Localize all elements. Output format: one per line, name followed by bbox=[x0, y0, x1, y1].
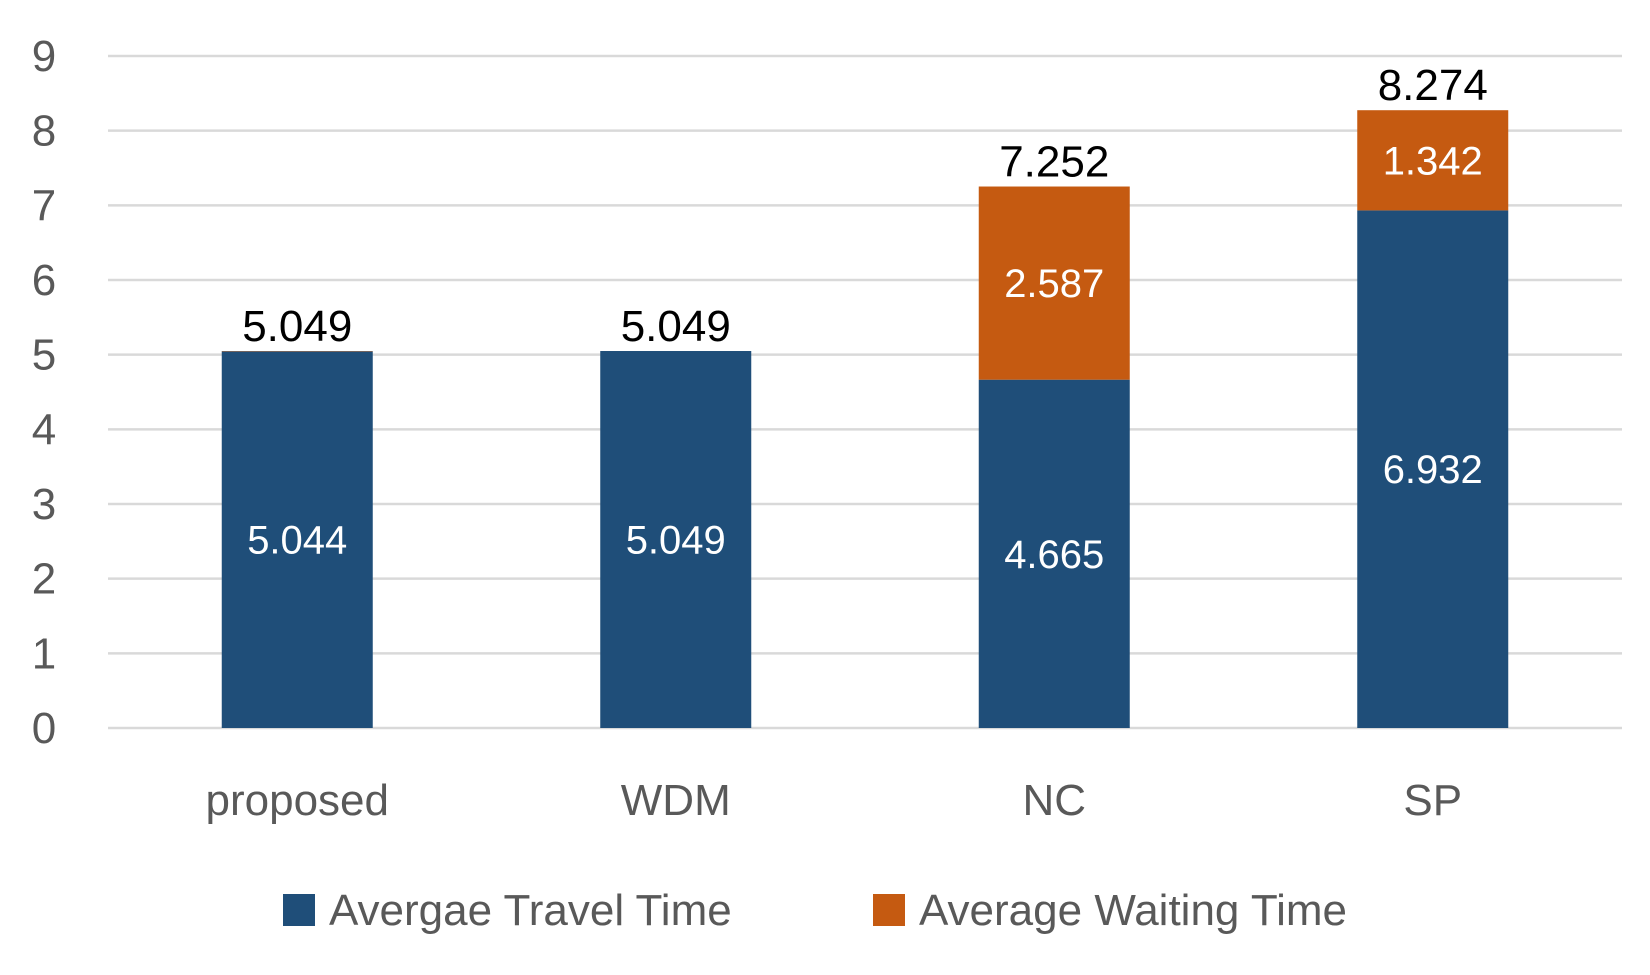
x-tick-label: SP bbox=[1403, 776, 1462, 825]
total-label: 5.049 bbox=[621, 302, 731, 351]
legend-swatch bbox=[283, 894, 315, 926]
legend-label: Avergae Travel Time bbox=[329, 886, 732, 935]
segment-label: 5.044 bbox=[247, 519, 347, 563]
y-tick-label: 9 bbox=[32, 32, 56, 81]
total-label: 8.274 bbox=[1378, 61, 1488, 110]
legend-swatch bbox=[873, 894, 905, 926]
x-tick-label: WDM bbox=[621, 776, 731, 825]
y-tick-label: 3 bbox=[32, 480, 56, 529]
total-label: 5.049 bbox=[242, 302, 352, 351]
segment-label: 5.049 bbox=[626, 519, 726, 563]
y-tick-label: 5 bbox=[32, 331, 56, 380]
x-axis-tick-labels: proposed WDM NC SP bbox=[206, 776, 1463, 825]
data-labels: 5.044 5.049 5.049 5.049 4.665 2.587 7.252 6.932… bbox=[242, 61, 1488, 577]
x-tick-label: NC bbox=[1022, 776, 1086, 825]
total-label: 7.252 bbox=[999, 138, 1109, 187]
y-tick-label: 7 bbox=[32, 181, 56, 230]
segment-label: 1.342 bbox=[1383, 139, 1483, 183]
y-tick-label: 2 bbox=[32, 555, 56, 604]
segment-label: 6.932 bbox=[1383, 448, 1483, 492]
legend-label: Average Waiting Time bbox=[919, 886, 1347, 935]
y-tick-label: 1 bbox=[32, 629, 56, 678]
bars bbox=[222, 110, 1509, 728]
y-tick-label: 0 bbox=[32, 704, 56, 753]
segment-label: 4.665 bbox=[1004, 533, 1104, 577]
legend: Avergae Travel Time Average Waiting Time bbox=[283, 886, 1347, 935]
y-tick-label: 4 bbox=[32, 405, 56, 454]
y-axis-tick-labels: 0 1 2 3 4 5 6 7 8 9 bbox=[32, 32, 56, 753]
segment-label: 2.587 bbox=[1004, 262, 1104, 306]
x-tick-label: proposed bbox=[206, 776, 389, 825]
y-tick-label: 6 bbox=[32, 256, 56, 305]
y-tick-label: 8 bbox=[32, 107, 56, 156]
